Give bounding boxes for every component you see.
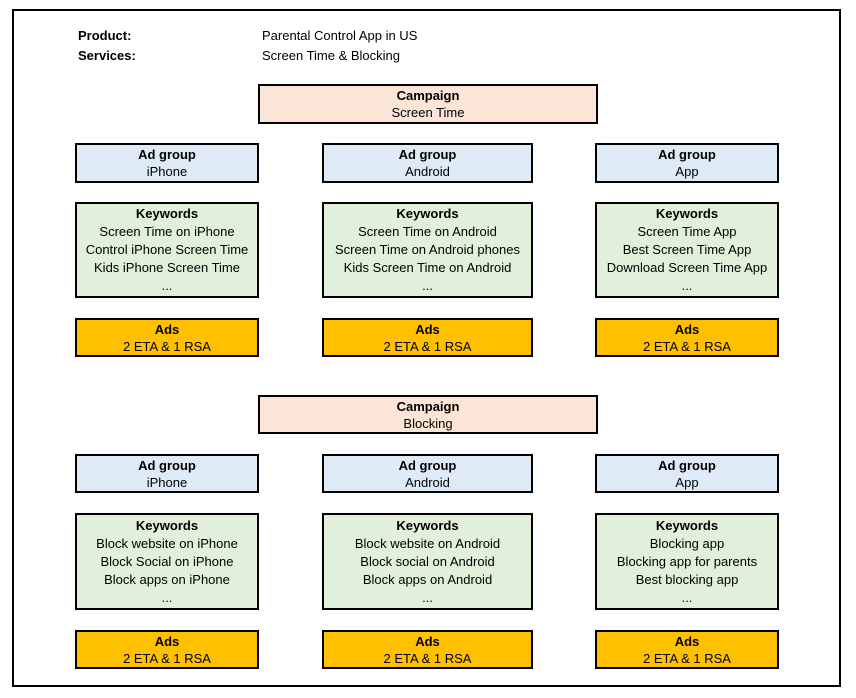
keyword-item: ... xyxy=(422,589,433,605)
ads-box-screentime-iphone: Ads 2 ETA & 1 RSA xyxy=(75,318,259,357)
ads-label: Ads xyxy=(674,633,700,649)
outer-border xyxy=(12,9,841,687)
ads-box-blocking-app: Ads 2 ETA & 1 RSA xyxy=(595,630,779,669)
adgroup-label: Ad group xyxy=(398,147,457,162)
adgroup-box-blocking-android: Ad group Android xyxy=(322,454,533,493)
campaign-label: Campaign xyxy=(396,398,460,414)
adgroup-box-blocking-iphone: Ad group iPhone xyxy=(75,454,259,493)
ads-box-screentime-android: Ads 2 ETA & 1 RSA xyxy=(322,318,533,357)
campaign-box-screen-time: Campaign Screen Time xyxy=(258,84,598,124)
keyword-item: Best blocking app xyxy=(635,571,739,587)
services-value: Screen Time & Blocking xyxy=(262,48,401,63)
ads-value: 2 ETA & 1 RSA xyxy=(643,338,731,354)
campaign-name: Blocking xyxy=(403,415,453,431)
ads-label: Ads xyxy=(674,321,700,337)
keywords-box-blocking-android: Keywords Block website on Android Block … xyxy=(322,513,533,610)
keyword-item: Blocking app for parents xyxy=(616,553,758,569)
product-label: Product: xyxy=(78,28,132,43)
adgroup-label: Ad group xyxy=(658,147,716,162)
ads-label: Ads xyxy=(154,633,180,649)
keywords-label: Keywords xyxy=(655,517,719,533)
adgroup-box-screentime-android: Ad group Android xyxy=(322,143,533,183)
keywords-label: Keywords xyxy=(396,206,459,221)
keywords-box-blocking-app: Keywords Blocking app Blocking app for p… xyxy=(595,513,779,610)
adgroup-label: Ad group xyxy=(398,457,457,473)
keyword-item: ... xyxy=(681,589,693,605)
campaign-box-blocking: Campaign Blocking xyxy=(258,395,598,434)
ads-box-blocking-iphone: Ads 2 ETA & 1 RSA xyxy=(75,630,259,669)
keyword-item: Kids iPhone Screen Time xyxy=(94,260,240,275)
adgroup-name: Android xyxy=(405,164,450,179)
product-value: Parental Control App in US xyxy=(262,28,418,43)
ads-value: 2 ETA & 1 RSA xyxy=(643,650,731,666)
keywords-box-screentime-iphone: Keywords Screen Time on iPhone Control i… xyxy=(75,202,259,298)
ads-label: Ads xyxy=(415,633,440,649)
adgroup-box-screentime-app: Ad group App xyxy=(595,143,779,183)
keywords-label: Keywords xyxy=(135,206,199,221)
keyword-item: ... xyxy=(161,278,173,293)
adgroup-name: App xyxy=(675,164,699,179)
keyword-item: Best Screen Time App xyxy=(622,242,752,257)
keyword-item: Kids Screen Time on Android xyxy=(343,260,512,275)
adgroup-box-screentime-iphone: Ad group iPhone xyxy=(75,143,259,183)
keyword-item: ... xyxy=(161,589,173,605)
adgroup-label: Ad group xyxy=(138,147,196,162)
keyword-item: Block website on Android xyxy=(354,535,501,551)
keywords-box-screentime-android: Keywords Screen Time on Android Screen T… xyxy=(322,202,533,298)
keywords-label: Keywords xyxy=(135,517,199,533)
keyword-item: ... xyxy=(422,278,433,293)
keyword-item: Screen Time on iPhone xyxy=(99,224,235,239)
keywords-box-screentime-app: Keywords Screen Time App Best Screen Tim… xyxy=(595,202,779,298)
keyword-item: Block apps on iPhone xyxy=(104,571,230,587)
adgroup-name: iPhone xyxy=(146,474,188,490)
keyword-item: Blocking app xyxy=(649,535,725,551)
campaign-label: Campaign xyxy=(396,88,460,103)
keyword-item: Screen Time on Android phones xyxy=(334,242,520,257)
keywords-box-blocking-iphone: Keywords Block website on iPhone Block S… xyxy=(75,513,259,610)
keyword-item: Block apps on Android xyxy=(362,571,493,587)
adgroup-label: Ad group xyxy=(658,457,716,473)
ads-value: 2 ETA & 1 RSA xyxy=(383,338,472,354)
adgroup-label: Ad group xyxy=(138,457,196,473)
ads-value: 2 ETA & 1 RSA xyxy=(123,338,211,354)
ads-label: Ads xyxy=(154,321,180,337)
ads-value: 2 ETA & 1 RSA xyxy=(383,650,472,666)
services-label: Services: xyxy=(78,48,136,63)
keywords-label: Keywords xyxy=(396,517,459,533)
keyword-item: Control iPhone Screen Time xyxy=(85,242,249,257)
ads-box-screentime-app: Ads 2 ETA & 1 RSA xyxy=(595,318,779,357)
ads-value: 2 ETA & 1 RSA xyxy=(123,650,211,666)
keyword-item: Block website on iPhone xyxy=(96,535,238,551)
ads-label: Ads xyxy=(415,321,440,337)
adgroup-box-blocking-app: Ad group App xyxy=(595,454,779,493)
adgroup-name: Android xyxy=(405,474,450,490)
keyword-item: Block Social on iPhone xyxy=(100,553,234,569)
adgroup-name: App xyxy=(675,474,699,490)
keyword-item: ... xyxy=(681,278,693,293)
ads-box-blocking-android: Ads 2 ETA & 1 RSA xyxy=(322,630,533,669)
keyword-item: Screen Time on Android xyxy=(358,224,497,239)
campaign-name: Screen Time xyxy=(391,105,465,120)
adgroup-name: iPhone xyxy=(146,164,188,179)
keywords-label: Keywords xyxy=(655,206,719,221)
keyword-item: Download Screen Time App xyxy=(606,260,768,275)
keyword-item: Screen Time App xyxy=(637,224,737,239)
keyword-item: Block social on Android xyxy=(360,553,495,569)
